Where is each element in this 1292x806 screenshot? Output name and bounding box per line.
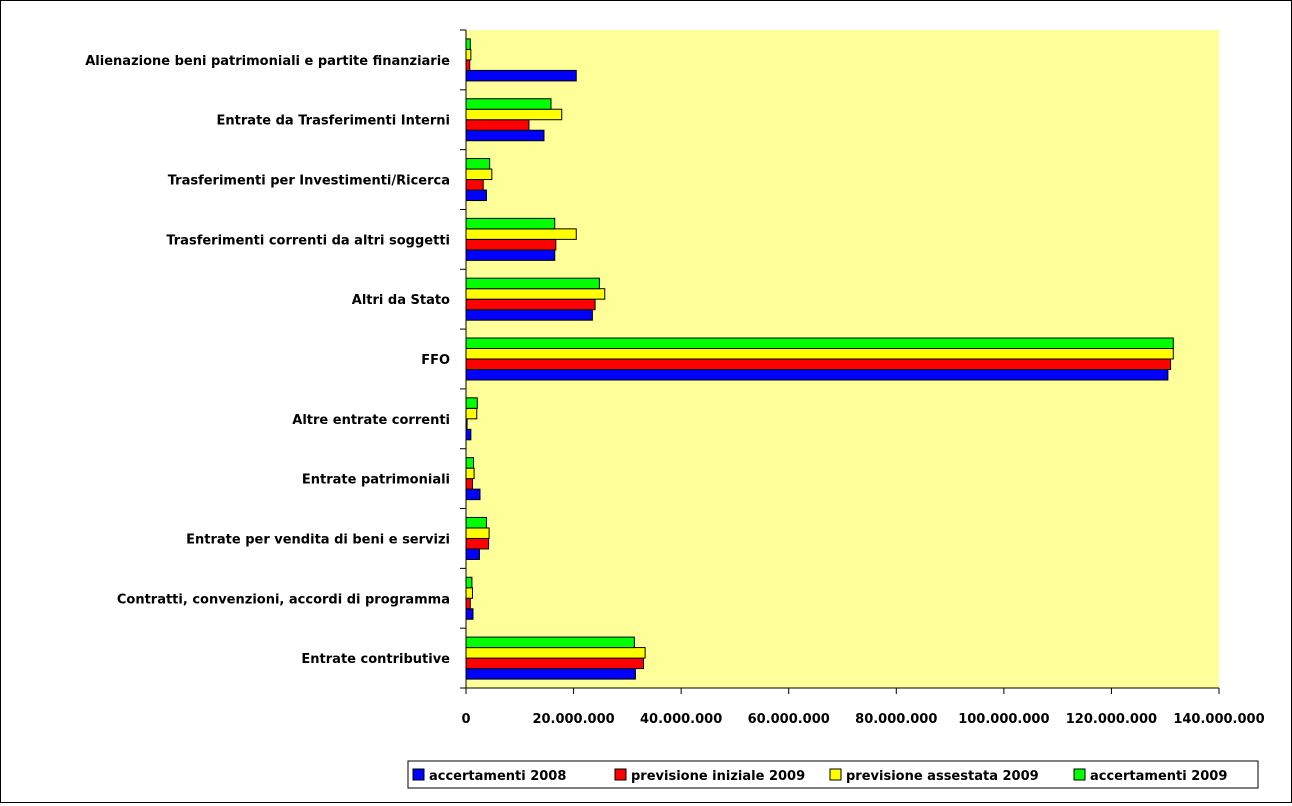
bar [465,516,487,529]
bar [465,647,646,659]
bar [465,608,474,620]
x-tick-label: 40.000.000 [640,712,722,727]
bar [465,309,593,321]
legend-box [407,760,1259,789]
category-label: Entrate da Trasferimenti Interni [217,114,450,129]
legend-label: accertamenti 2008 [429,769,566,784]
x-tick-label: 80.000.000 [855,712,937,727]
x-tick-label: 20.000.000 [532,712,614,727]
legend: accertamenti 2008 previsione iniziale 200… [407,760,1259,789]
x-tick-label: 60.000.000 [748,712,830,727]
bar [465,657,644,670]
bar-group [465,38,1174,680]
category-label: Entrate patrimoniali [302,473,450,488]
bar [465,228,577,240]
x-axis: 0 20.000.000 40.000.000 60.000.000 80.000.00… [461,687,1265,727]
category-label: Trasferimenti per Investimenti/Ricerca [168,174,450,189]
bar [465,597,471,610]
bar [465,108,563,121]
bar [465,168,493,181]
category-labels: Alienazione beni patrimoniali e partite … [85,54,450,667]
bar [465,38,471,50]
bar [465,527,490,539]
bar [465,298,596,311]
x-tick-label: 120.000.000 [1066,712,1157,727]
bar [465,277,600,290]
category-label: Entrate contributive [301,652,450,667]
bar [465,288,606,300]
bar [465,69,577,82]
legend-swatch [829,768,842,781]
x-tick-label: 140.000.000 [1173,712,1264,727]
bar [465,587,473,599]
bar [465,457,475,469]
bar [465,337,1174,349]
bar [465,98,552,110]
legend-label: accertamenti 2009 [1090,769,1227,784]
bar [465,358,1172,370]
bar [465,238,557,251]
bar [465,48,472,61]
category-label: Altri da Stato [352,293,450,308]
bar [465,179,484,191]
bar [465,158,491,170]
bar [465,467,475,480]
bar [465,369,1169,381]
legend-swatch [412,768,425,781]
category-label: Entrate per vendita di beni e servizi [186,532,450,547]
x-tick-label: 0 [461,712,470,727]
bar [465,548,480,560]
bar [465,537,490,550]
category-label: Alienazione beni patrimoniali e partite … [85,54,450,69]
category-label: Trasferimenti correnti da altri soggetti [166,233,450,248]
bar [465,668,636,680]
legend-label: previsione assestata 2009 [846,769,1039,784]
bar [465,407,478,420]
legend-swatch [614,768,627,781]
category-label: Altre entrate correnti [292,413,450,428]
bar [465,189,487,202]
bar [465,119,530,131]
legend-label: previsione iniziale 2009 [631,769,805,784]
bar [465,217,556,230]
x-tick-label: 100.000.000 [958,712,1049,727]
bar [465,397,478,409]
bar [465,428,472,441]
bar [465,576,473,589]
bar [465,636,635,649]
bar [465,129,545,142]
bar [465,348,1174,360]
bar [465,249,556,261]
bar [465,488,481,501]
bar [465,478,473,490]
bar [465,59,471,71]
y-axis [460,29,467,689]
category-label: FFO [421,353,450,368]
legend-swatch [1073,768,1086,781]
category-label: Contratti, convenzioni, accordi di progr… [117,592,450,607]
